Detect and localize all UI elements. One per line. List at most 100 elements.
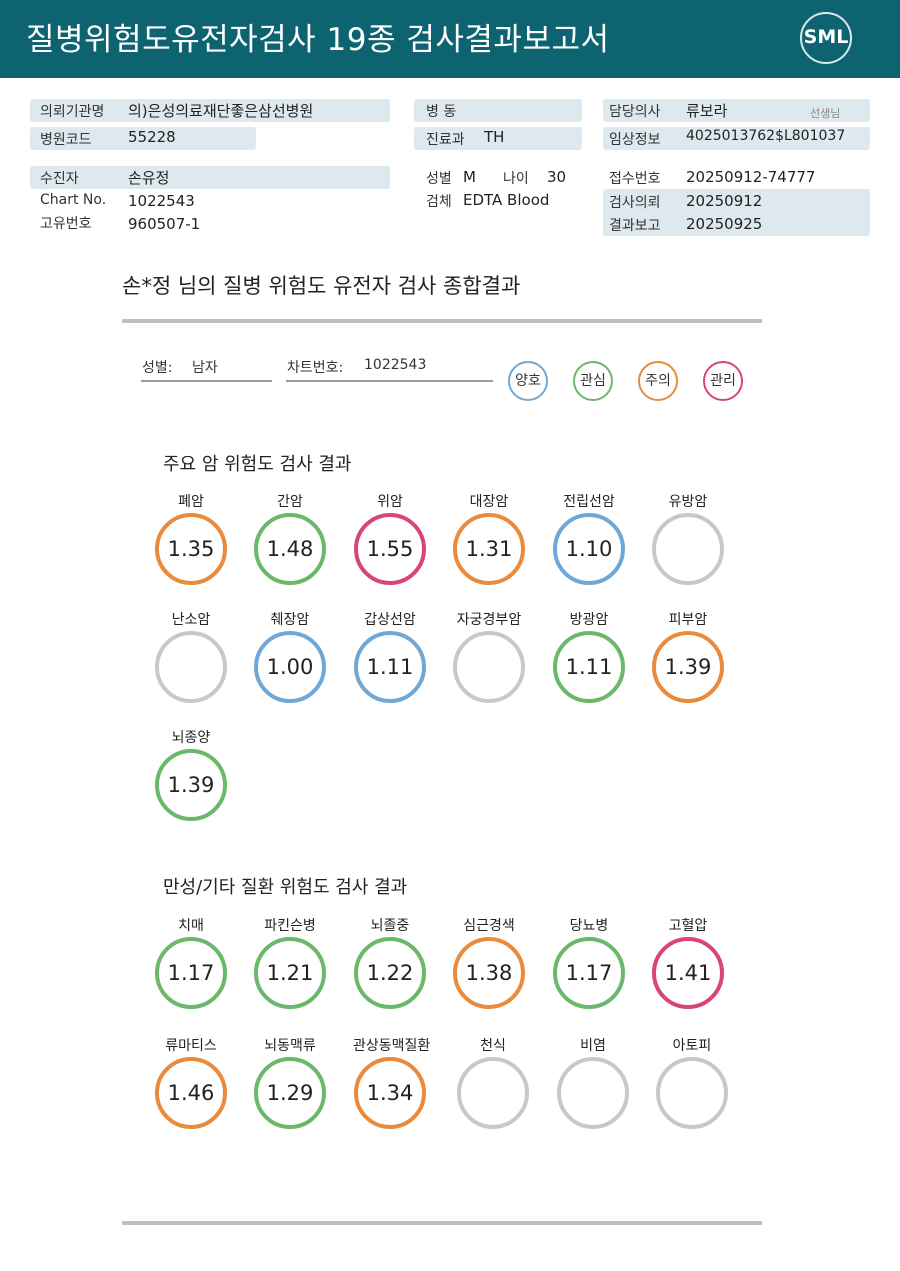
chronic-result-label: 심근경색 — [463, 918, 515, 934]
sex-label: 성별 — [426, 171, 452, 187]
report-label: 결과보고 — [609, 218, 661, 234]
request-label: 검사의뢰 — [609, 195, 661, 211]
report-value: 20250925 — [686, 215, 763, 233]
cancer-result-label: 갑상선암 — [364, 612, 416, 628]
chronic-result-ring: 1.46 — [155, 1057, 227, 1129]
age-label: 나이 — [503, 171, 529, 187]
chronic-result-ring — [557, 1057, 629, 1129]
institution-value: 의)은성의료재단좋은삼선병원 — [128, 102, 314, 120]
dept-pill — [414, 127, 582, 150]
legend-good: 양호 — [508, 361, 548, 401]
doctor-pill — [603, 99, 870, 122]
request-value: 20250912 — [686, 192, 763, 210]
sex-underline — [141, 380, 272, 382]
cancer-result-label: 간암 — [277, 494, 303, 510]
cancer-result-ring: 1.00 — [254, 631, 326, 703]
chronic-result-ring: 1.17 — [155, 937, 227, 1009]
doctor-suffix: 선생님 — [810, 107, 841, 120]
specimen-value: EDTA Blood — [463, 191, 550, 209]
cancer-result-label: 폐암 — [178, 494, 204, 510]
cancer-result-label: 유방암 — [668, 494, 708, 510]
patient-pill — [30, 166, 390, 189]
legend-manage: 관리 — [703, 361, 743, 401]
chronic-result-ring: 1.41 — [652, 937, 724, 1009]
chronic-result-ring: 1.38 — [453, 937, 525, 1009]
top-divider — [122, 319, 762, 323]
dept-value: TH — [484, 128, 505, 146]
hospital-code-value: 55228 — [128, 128, 176, 146]
chronic-result-ring — [457, 1057, 529, 1129]
chronic-section-title: 만성/기타 질환 위험도 검사 결과 — [163, 877, 408, 898]
cancer-result-ring: 1.55 — [354, 513, 426, 585]
receipt-value: 20250912-74777 — [686, 168, 816, 186]
unique-label: 고유번호 — [40, 216, 92, 232]
chart-label: Chart No. — [40, 192, 107, 208]
ward-pill — [414, 99, 582, 122]
cancer-result-label: 방광암 — [569, 612, 609, 628]
dept-label: 진료과 — [426, 132, 465, 148]
legend-interest: 관심 — [573, 361, 613, 401]
chronic-result-label: 아토피 — [672, 1038, 712, 1054]
institution-label: 의뢰기관명 — [40, 104, 105, 120]
receipt-label: 접수번호 — [609, 171, 661, 187]
doctor-value: 류보라 — [686, 102, 728, 120]
institution-pill — [30, 99, 390, 122]
hospital-code-label: 병원코드 — [40, 132, 92, 148]
clinical-pill — [603, 127, 870, 150]
report-title: 질병위험도유전자검사 19종 검사결과보고서 — [26, 22, 610, 58]
chronic-result-label: 뇌동맥류 — [264, 1038, 316, 1054]
clinical-label: 임상정보 — [609, 132, 661, 148]
summary-sex-value: 남자 — [192, 360, 218, 376]
cancer-result-ring: 1.11 — [354, 631, 426, 703]
legend-caution: 주의 — [638, 361, 678, 401]
cancer-result-label: 난소암 — [171, 612, 211, 628]
cancer-result-label: 뇌종양 — [171, 730, 211, 746]
cancer-result-label: 췌장암 — [270, 612, 310, 628]
cancer-result-ring — [453, 631, 525, 703]
cancer-result-ring: 1.48 — [254, 513, 326, 585]
patient-value: 손유정 — [128, 169, 170, 187]
cancer-result-ring: 1.31 — [453, 513, 525, 585]
chart-value: 1022543 — [128, 192, 195, 210]
chronic-result-ring: 1.17 — [553, 937, 625, 1009]
ward-label: 병 동 — [426, 104, 457, 120]
cancer-result-label: 피부암 — [668, 612, 708, 628]
chronic-result-ring: 1.22 — [354, 937, 426, 1009]
logo-text: SML — [803, 26, 849, 48]
clinical-value: 4025013762$L801037 — [686, 128, 846, 144]
cancer-result-label: 전립선암 — [563, 494, 615, 510]
hospital-code-pill — [30, 127, 256, 150]
chronic-result-label: 파킨슨병 — [264, 918, 316, 934]
cancer-result-label: 대장암 — [469, 494, 509, 510]
sml-logo: SML — [800, 12, 852, 64]
cancer-result-ring: 1.39 — [155, 749, 227, 821]
cancer-result-ring — [155, 631, 227, 703]
chronic-result-label: 비염 — [580, 1038, 606, 1054]
summary-chart-label: 차트번호: — [287, 360, 344, 376]
chronic-result-ring: 1.29 — [254, 1057, 326, 1129]
chronic-result-ring: 1.21 — [254, 937, 326, 1009]
chronic-result-label: 치매 — [178, 918, 204, 934]
cancer-section-title: 주요 암 위험도 검사 결과 — [163, 454, 352, 475]
chronic-result-label: 관상동맥질환 — [353, 1038, 431, 1054]
bottom-divider — [122, 1221, 762, 1225]
summary-chart-value: 1022543 — [364, 357, 427, 373]
chronic-result-label: 천식 — [480, 1038, 506, 1054]
chronic-result-ring: 1.34 — [354, 1057, 426, 1129]
chronic-result-ring — [656, 1057, 728, 1129]
report-header: 질병위험도유전자검사 19종 검사결과보고서 SML — [0, 0, 900, 78]
doctor-label: 담당의사 — [609, 104, 661, 120]
dates-pill — [603, 189, 870, 236]
patient-label: 수진자 — [40, 171, 79, 187]
chronic-result-label: 류마티스 — [165, 1038, 217, 1054]
sex-value: M — [463, 168, 476, 186]
cancer-result-ring — [652, 513, 724, 585]
cancer-result-ring: 1.11 — [553, 631, 625, 703]
cancer-result-label: 위암 — [377, 494, 403, 510]
cancer-result-ring: 1.35 — [155, 513, 227, 585]
cancer-result-label: 자궁경부암 — [456, 612, 522, 628]
chronic-result-label: 뇌졸중 — [370, 918, 410, 934]
summary-sex-label: 성별: — [142, 360, 173, 376]
cancer-result-ring: 1.10 — [553, 513, 625, 585]
chart-underline — [286, 380, 493, 382]
